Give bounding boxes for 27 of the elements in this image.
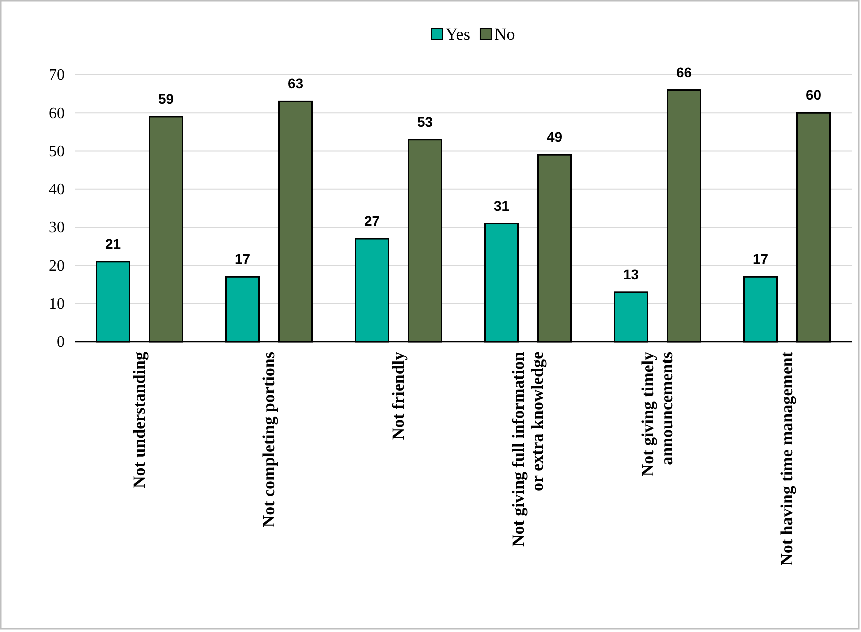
- x-tick-label: Not friendly: [388, 352, 408, 440]
- data-label: 27: [364, 213, 380, 230]
- x-tick-label: Not having time management: [777, 352, 796, 566]
- y-tick-label: 30: [49, 220, 65, 237]
- legend-label: Yes: [446, 25, 470, 44]
- y-tick-label: 60: [49, 105, 65, 122]
- y-tick-label: 10: [49, 296, 65, 313]
- data-label: 17: [752, 251, 769, 268]
- y-tick-label: 50: [49, 143, 65, 160]
- y-tick-label: 40: [49, 182, 65, 199]
- data-label: 53: [417, 114, 434, 130]
- data-label: 31: [494, 198, 510, 214]
- y-tick-label: 0: [57, 334, 65, 352]
- data-label: 49: [546, 129, 563, 146]
- data-label: 17: [234, 251, 251, 268]
- legend-label: No: [494, 25, 516, 44]
- data-label: 66: [676, 64, 692, 80]
- data-label: 59: [158, 90, 174, 107]
- data-label: 13: [623, 266, 640, 282]
- data-label: 60: [806, 87, 822, 104]
- x-tick-label: Not completing portions: [259, 352, 278, 528]
- data-label: 21: [105, 236, 122, 252]
- y-tick-label: 20: [49, 258, 65, 275]
- x-tick-label: Not giving full information or extra knowledge: [508, 351, 547, 548]
- y-tick-label: 70: [49, 67, 65, 84]
- x-tick-label: Not understanding: [130, 352, 149, 489]
- data-label: 63: [288, 76, 304, 92]
